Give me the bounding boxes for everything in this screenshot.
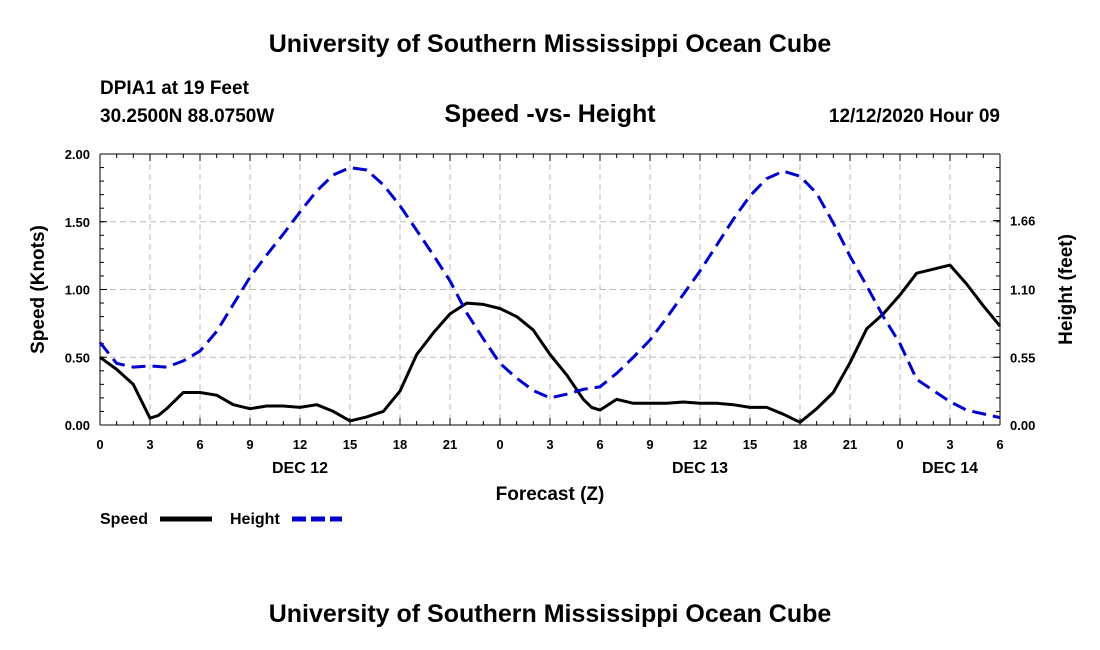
- day-label: DEC 13: [672, 460, 728, 477]
- tick-labels: 0 3 6 9 12 15 18 21 0 3 6 9 12 15 18 21 0 3 6 DEC 12 DEC 13 D…: [28, 147, 1077, 505]
- y2-axis-title: Height (feet): [1056, 234, 1077, 345]
- station-coordinates: 30.2500N 88.0750W: [100, 106, 275, 127]
- x-tick-label: 3: [146, 437, 153, 452]
- x-tick-label: 0: [496, 437, 503, 452]
- legend-label-speed: Speed: [100, 511, 148, 528]
- x-tick-label: 21: [443, 437, 457, 452]
- x-tick-label: 6: [996, 437, 1003, 452]
- x-tick-label: 6: [596, 437, 603, 452]
- x-tick-label: 12: [293, 437, 307, 452]
- x-tick-label: 9: [646, 437, 653, 452]
- chart-title: Speed -vs- Height: [444, 100, 656, 128]
- y-axis-title: Speed (Knots): [28, 225, 49, 354]
- x-tick-label: 3: [946, 437, 953, 452]
- x-tick-label: 6: [196, 437, 203, 452]
- day-label: DEC 12: [272, 460, 328, 477]
- footer-title: University of Southern Mississippi Ocean…: [268, 600, 832, 628]
- main-title: University of Southern Mississippi Ocean…: [268, 30, 832, 58]
- x-tick-label: 21: [843, 437, 857, 452]
- y-tick-label: 1.00: [65, 283, 90, 298]
- legend-label-height: Height: [230, 511, 280, 528]
- x-tick-label: 12: [693, 437, 707, 452]
- forecast-date: 12/12/2020 Hour 09: [828, 106, 1000, 127]
- y-tick-label: 0.00: [65, 418, 90, 433]
- y2-tick-label: 1.10: [1010, 283, 1035, 298]
- speed-height-chart: 0 3 6 9 12 15 18 21 0 3 6 9 12 15 18 21 0 3 6 DEC 12 DEC 13 D…: [28, 147, 1077, 528]
- x-tick-label: 18: [793, 437, 807, 452]
- x-tick-label: 3: [546, 437, 553, 452]
- y2-tick-label: 0.55: [1010, 350, 1035, 365]
- x-tick-label: 0: [896, 437, 903, 452]
- grid: [100, 154, 1000, 425]
- x-axis-title: Forecast (Z): [496, 484, 605, 505]
- y-tick-label: 0.50: [65, 350, 90, 365]
- y-tick-label: 2.00: [65, 147, 90, 162]
- series: [98, 166, 1002, 424]
- day-label: DEC 14: [922, 460, 978, 477]
- y-tick-label: 1.50: [65, 215, 90, 230]
- x-tick-label: 0: [96, 437, 103, 452]
- station-name: DPIA1 at 19 Feet: [100, 78, 249, 99]
- y2-tick-label: 0.00: [1010, 418, 1035, 433]
- axes: [99, 153, 1001, 426]
- height-series-line: [98, 166, 1001, 420]
- x-tick-label: 9: [246, 437, 253, 452]
- x-tick-label: 15: [743, 437, 757, 452]
- x-tick-label: 18: [393, 437, 407, 452]
- x-tick-label: 15: [343, 437, 357, 452]
- speed-series-line: [99, 263, 1002, 424]
- legend: Speed Height: [100, 511, 342, 528]
- y2-tick-label: 1.66: [1010, 214, 1035, 229]
